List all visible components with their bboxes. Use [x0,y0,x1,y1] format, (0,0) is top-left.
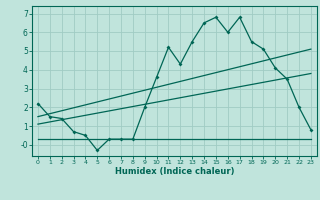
X-axis label: Humidex (Indice chaleur): Humidex (Indice chaleur) [115,167,234,176]
